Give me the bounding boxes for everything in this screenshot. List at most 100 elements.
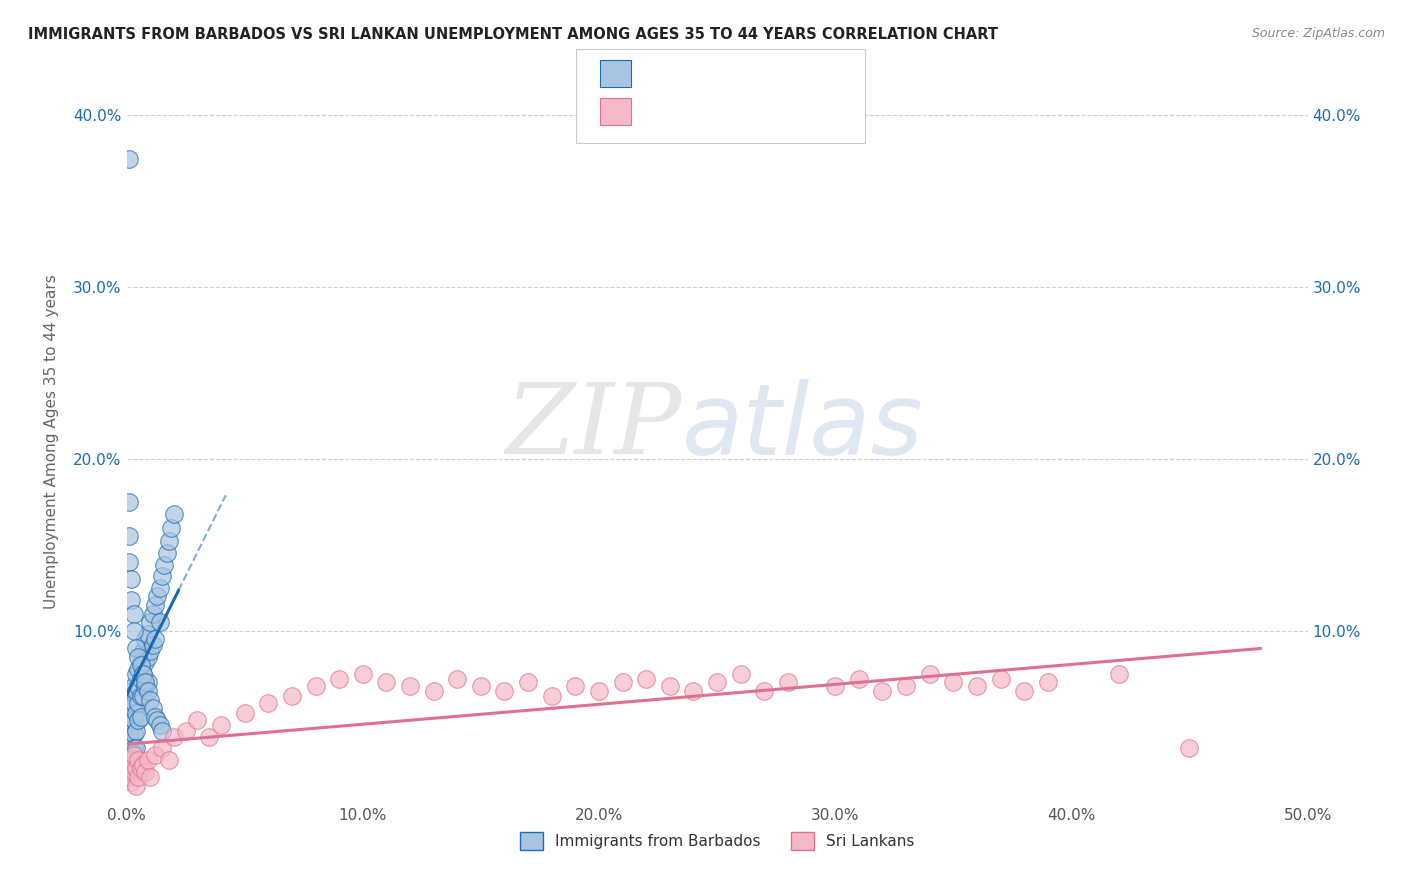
Point: [127, 753, 149, 767]
Point: [122, 740, 145, 755]
Point: [125, 779, 148, 793]
Point: [257, 696, 280, 710]
Point: [446, 672, 468, 686]
Point: [118, 153, 141, 167]
Point: [118, 753, 141, 767]
Point: [136, 649, 159, 664]
Point: [146, 590, 169, 604]
Point: [149, 581, 172, 595]
Point: [157, 753, 180, 767]
Point: [132, 666, 155, 681]
Point: [470, 679, 492, 693]
Point: [1178, 740, 1201, 755]
Point: [209, 718, 232, 732]
Point: [163, 507, 186, 521]
Point: [120, 770, 142, 784]
Point: [540, 689, 562, 703]
Point: [1108, 666, 1130, 681]
Point: [966, 679, 988, 693]
Text: atlas: atlas: [682, 378, 924, 475]
Point: [129, 655, 152, 669]
Point: [281, 689, 304, 703]
Point: [918, 666, 941, 681]
Point: [612, 675, 634, 690]
Point: [122, 679, 145, 693]
Point: [127, 662, 149, 676]
Point: [134, 655, 156, 669]
Point: [122, 747, 145, 762]
Point: [149, 615, 172, 630]
Point: [120, 753, 142, 767]
Point: [125, 640, 148, 655]
Point: [127, 713, 149, 727]
Point: [141, 607, 163, 621]
Point: [118, 692, 141, 706]
Point: [118, 529, 141, 543]
Text: R = 0.674: R = 0.674: [640, 66, 716, 80]
Point: [824, 679, 846, 693]
Point: [149, 718, 172, 732]
Point: [706, 675, 728, 690]
Point: [118, 770, 141, 784]
Text: R = 0.158: R = 0.158: [640, 104, 716, 119]
Point: [120, 572, 142, 586]
Point: [122, 727, 145, 741]
Point: [125, 740, 148, 755]
Text: N = 76: N = 76: [766, 66, 820, 80]
Point: [198, 731, 221, 745]
Point: [132, 758, 155, 772]
Point: [122, 607, 145, 621]
Point: [118, 764, 141, 779]
Point: [872, 684, 894, 698]
Point: [150, 740, 173, 755]
Point: [186, 713, 208, 727]
Text: IMMIGRANTS FROM BARBADOS VS SRI LANKAN UNEMPLOYMENT AMONG AGES 35 TO 44 YEARS CO: IMMIGRANTS FROM BARBADOS VS SRI LANKAN U…: [28, 27, 998, 42]
Point: [1012, 684, 1035, 698]
Point: [122, 696, 145, 710]
Point: [127, 649, 149, 664]
Point: [118, 761, 141, 775]
Point: [730, 666, 752, 681]
Point: [233, 706, 256, 721]
Point: [125, 723, 148, 738]
Point: [136, 753, 159, 767]
Point: [399, 679, 422, 693]
Point: [143, 710, 166, 724]
Point: [157, 534, 180, 549]
Point: [163, 731, 186, 745]
Point: [141, 701, 163, 715]
Point: [120, 758, 142, 772]
Legend: Immigrants from Barbados, Sri Lankans: Immigrants from Barbados, Sri Lankans: [513, 826, 921, 856]
Point: [136, 684, 159, 698]
Point: [143, 747, 166, 762]
Point: [422, 684, 444, 698]
Point: [564, 679, 586, 693]
Point: [894, 679, 917, 693]
Point: [122, 624, 145, 638]
Point: [125, 706, 148, 721]
Text: Source: ZipAtlas.com: Source: ZipAtlas.com: [1251, 27, 1385, 40]
Point: [517, 675, 540, 690]
Point: [127, 696, 149, 710]
Point: [136, 675, 159, 690]
Point: [160, 520, 183, 534]
Point: [150, 723, 173, 738]
Point: [141, 638, 163, 652]
Point: [122, 713, 145, 727]
Point: [118, 494, 141, 508]
Point: [122, 764, 145, 779]
Point: [118, 710, 141, 724]
Point: [136, 627, 159, 641]
Point: [352, 666, 374, 681]
Text: ZIP: ZIP: [505, 379, 682, 475]
Point: [134, 632, 156, 647]
Point: [942, 675, 965, 690]
Point: [328, 672, 350, 686]
Point: [174, 723, 197, 738]
Point: [134, 679, 156, 693]
Point: [139, 770, 162, 784]
Point: [120, 684, 142, 698]
Point: [848, 672, 870, 686]
Point: [658, 679, 681, 693]
Point: [129, 689, 152, 703]
